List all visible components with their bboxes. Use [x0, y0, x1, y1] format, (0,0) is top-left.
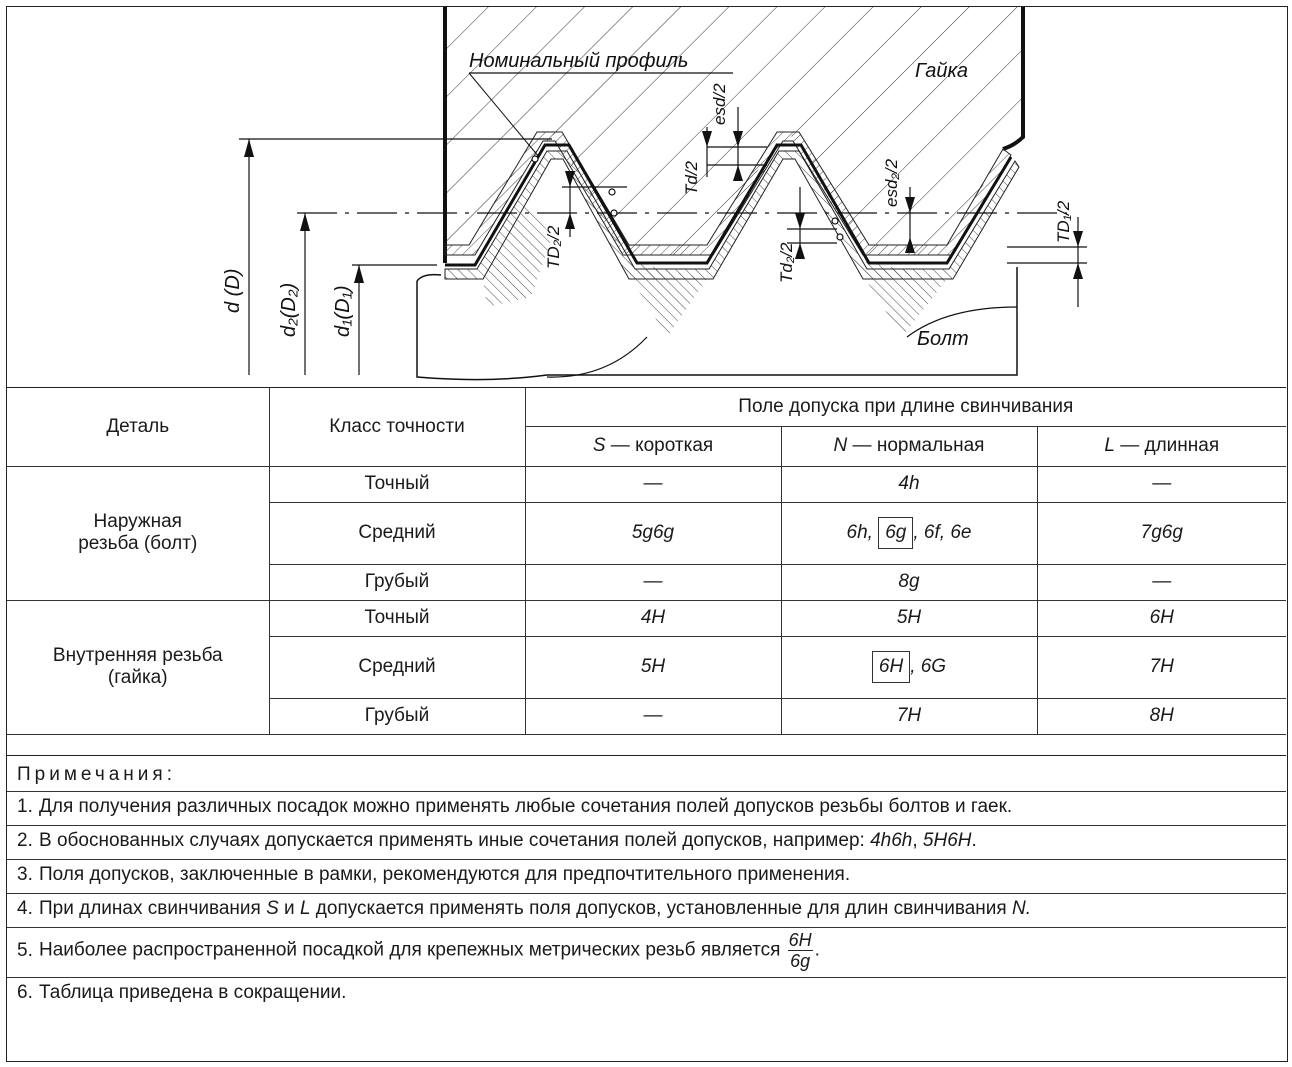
- note-number: 4.: [17, 898, 33, 919]
- n-cell: 6h, 6g, 6f, 6e: [780, 501, 1038, 565]
- table-row: Средний 5H 6H, 6G 7H: [7, 635, 1287, 699]
- l-cell: 7g6g: [1036, 501, 1287, 565]
- note-number: 6.: [17, 982, 33, 1003]
- n-letter: N: [833, 435, 848, 456]
- note-number: 1.: [17, 796, 33, 817]
- recommended-box: 6H: [871, 651, 911, 683]
- l-cell: 7H: [1036, 635, 1287, 699]
- notes-heading: Примечания:: [17, 764, 176, 785]
- es-d2-label: esd₂/2: [882, 158, 901, 207]
- es-d-label: esd/2: [710, 83, 729, 125]
- thread-diagram: Номинальный профиль Гайка Болт d (D) d₂(…: [7, 7, 1286, 388]
- note-item: 4. При длинах свинчивания S и L допускае…: [7, 893, 1286, 927]
- d-D-label: d (D): [222, 269, 244, 313]
- recommended-box: 6g: [878, 517, 914, 549]
- s-cell: —: [524, 563, 782, 601]
- class-cell: Точный: [268, 599, 526, 637]
- header-accuracy-class: Класс точности: [268, 388, 526, 467]
- header-tolerance-field: Поле допуска при длине свинчивания: [524, 388, 1287, 427]
- n-cell: 4h: [780, 465, 1038, 503]
- tolerance-table: Деталь Класс точности Поле допуска при д…: [7, 388, 1287, 735]
- fit-fraction: 6H 6g: [787, 930, 813, 971]
- document-sheet: Номинальный профиль Гайка Болт d (D) d₂(…: [6, 6, 1288, 1062]
- n-cell: 5H: [780, 599, 1038, 637]
- class-cell: Средний: [269, 501, 526, 565]
- l-cell: —: [1036, 563, 1287, 601]
- part-internal: Внутренняя резьба (гайка): [7, 599, 270, 735]
- class-cell: Грубый: [269, 697, 526, 735]
- n-pre: 6h,: [846, 522, 873, 543]
- notes-section: Примечания: 1. Для получения различных п…: [7, 755, 1286, 1011]
- nut-label: Гайка: [915, 60, 968, 82]
- table-row: Грубый — 8g —: [7, 563, 1287, 601]
- note-text: Для получения различных посадок можно пр…: [39, 796, 1013, 817]
- nominal-profile-label: Номинальный профиль: [469, 50, 688, 72]
- note-item: 5. Наиболее распространенной посадкой дл…: [7, 927, 1286, 977]
- part-external: Наружная резьба (болт): [7, 465, 270, 601]
- class-cell: Средний: [269, 635, 526, 699]
- note-text: В обоснованных случаях допускается приме…: [39, 830, 977, 851]
- T-D2-label: TD₂/2: [544, 225, 563, 269]
- s-cell: —: [524, 465, 782, 503]
- n-post: , 6G: [910, 656, 947, 677]
- table-row: Внутренняя резьба (гайка) Точный 4H 5H 6…: [7, 599, 1287, 735]
- thread-profile-drawing: Номинальный профиль Гайка Болт d (D) d₂(…: [222, 7, 1087, 381]
- nominal-profile-line: [445, 143, 1013, 267]
- note-text: Поля допусков, заключенные в рамки, реко…: [39, 864, 851, 885]
- d2-D2-label: d₂(D₂): [278, 283, 300, 337]
- l-cell: —: [1036, 465, 1287, 503]
- header-part: Деталь: [7, 388, 270, 467]
- note-item: 3. Поля допусков, заключенные в рамки, р…: [7, 859, 1286, 893]
- note-item: 1. Для получения различных посадок можно…: [7, 791, 1286, 825]
- d1-D1-label: d₁(D₁): [332, 285, 354, 337]
- l-cell: 6H: [1036, 599, 1287, 637]
- note-number: 2.: [17, 830, 33, 851]
- s-cell: 4H: [524, 599, 782, 637]
- l-cell: 8H: [1036, 697, 1287, 735]
- note-number: 5.: [17, 940, 33, 961]
- s-cell: 5g6g: [524, 501, 782, 565]
- note-item: 6. Таблица приведена в сокращении.: [7, 977, 1286, 1011]
- table-row: Наружная резьба (болт) Точный — 4h —: [7, 465, 1287, 601]
- n-cell: 6H, 6G: [780, 635, 1038, 699]
- header-long: L — длинная: [1036, 425, 1287, 467]
- n-cell: 8g: [780, 563, 1038, 601]
- class-cell: Точный: [268, 465, 526, 503]
- l-letter: L: [1104, 435, 1115, 456]
- T-d-label: Td/2: [682, 160, 701, 195]
- T-d2-label: Td₂/2: [777, 242, 796, 283]
- n-post: , 6f, 6e: [913, 522, 972, 543]
- note-number: 3.: [17, 864, 33, 885]
- s-cell: —: [524, 697, 782, 735]
- table-row: Грубый — 7H 8H: [7, 697, 1287, 735]
- table-row: Средний 5g6g 6h, 6g, 6f, 6e 7g6g: [7, 501, 1287, 565]
- bolt-label: Болт: [917, 328, 969, 350]
- T-D1-label: TD₁/2: [1054, 200, 1073, 243]
- header-short: S — короткая: [525, 425, 782, 467]
- s-cell: 5H: [524, 635, 782, 699]
- note-item: 2. В обоснованных случаях допускается пр…: [7, 825, 1286, 859]
- s-letter: S: [592, 435, 606, 456]
- note-text: Таблица приведена в сокращении.: [39, 982, 347, 1003]
- header-normal: N — нормальная: [780, 425, 1038, 467]
- note-text: Наиболее распространенной посадкой для к…: [39, 930, 820, 971]
- class-cell: Грубый: [269, 563, 526, 601]
- n-cell: 7H: [780, 697, 1038, 735]
- note-text: При длинах свинчивания S и L допускается…: [39, 898, 1031, 919]
